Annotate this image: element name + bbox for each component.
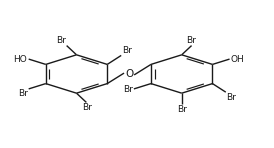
Text: HO: HO bbox=[14, 55, 27, 64]
Text: Br: Br bbox=[56, 36, 66, 45]
Text: OH: OH bbox=[231, 55, 245, 64]
Text: Br: Br bbox=[122, 46, 132, 55]
Text: Br: Br bbox=[177, 104, 187, 114]
Text: Br: Br bbox=[18, 89, 28, 98]
Text: O: O bbox=[125, 69, 133, 79]
Text: Br: Br bbox=[186, 36, 196, 45]
Text: Br: Br bbox=[82, 103, 92, 112]
Text: Br: Br bbox=[227, 93, 236, 102]
Text: Br: Br bbox=[123, 85, 133, 94]
